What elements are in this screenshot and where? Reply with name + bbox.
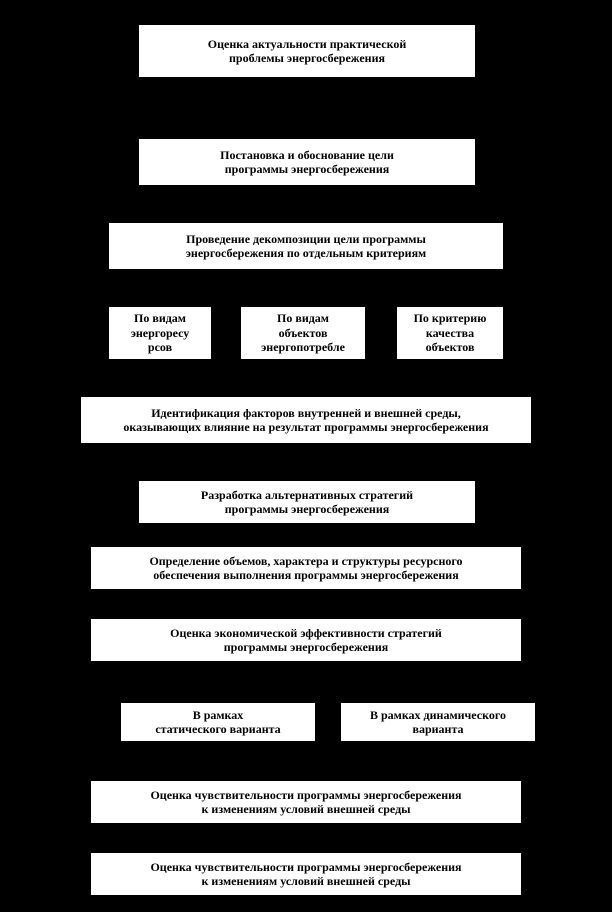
flow-box-b10: Оценка чувствительности программы энерго… [90,780,522,824]
flow-box-label: Постановка и обоснование цели программы … [220,148,394,177]
flow-box-label: По видам энергоресу рсов [131,311,190,354]
flow-box-label: В рамках статического варианта [155,708,280,737]
flow-box-label: По критерию качества объектов [414,311,487,354]
flow-box-b3: Проведение декомпозиции цели программы э… [108,222,504,270]
flow-box-label: Оценка чувствительности программы энерго… [150,860,461,889]
flow-box-label: По видам объектов энергопотребле [261,311,345,354]
flow-box-b4a: По видам энергоресу рсов [108,306,212,360]
flow-box-b8: Оценка экономической эффективности страт… [90,618,522,662]
flow-box-label: Определение объемов, характера и структу… [149,554,462,583]
flow-box-b1: Оценка актуальности практической проблем… [138,24,476,78]
flow-box-label: Оценка экономической эффективности страт… [170,626,442,655]
flow-box-b4c: По критерию качества объектов [396,306,504,360]
flow-box-b9a: В рамках статического варианта [120,702,316,742]
flow-box-label: Идентификация факторов внутренней и внеш… [123,406,488,435]
flow-box-b7: Определение объемов, характера и структу… [90,546,522,590]
flow-box-label: Оценка актуальности практической проблем… [208,37,407,66]
flow-box-b2: Постановка и обоснование цели программы … [138,138,476,186]
flow-box-b9b: В рамках динамического варианта [340,702,536,742]
flow-box-b4b: По видам объектов энергопотребле [240,306,366,360]
flow-box-label: Разработка альтернативных стратегий прог… [201,488,413,517]
flow-box-b5: Идентификация факторов внутренней и внеш… [80,396,532,444]
flow-box-b6: Разработка альтернативных стратегий прог… [138,480,476,524]
flow-box-label: Оценка чувствительности программы энерго… [150,788,461,817]
flow-box-label: Проведение декомпозиции цели программы э… [186,232,426,261]
flow-box-label: В рамках динамического варианта [370,708,506,737]
flow-box-b11: Оценка чувствительности программы энерго… [90,852,522,896]
